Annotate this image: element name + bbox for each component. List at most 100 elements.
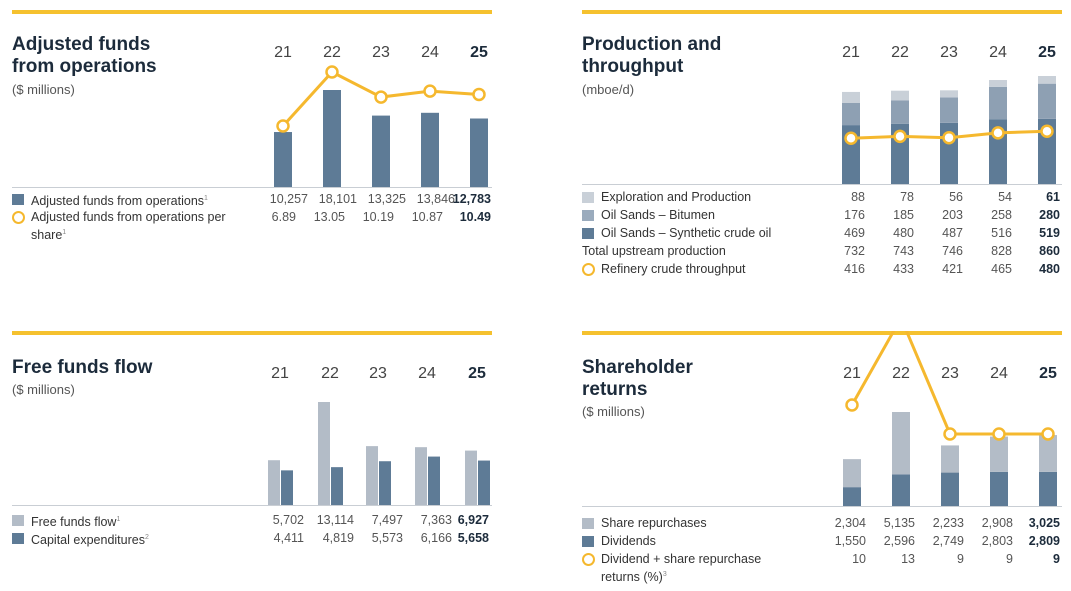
bar-adjusted-funds xyxy=(421,112,439,187)
value-cell: 18,101 xyxy=(318,192,357,206)
legend-swatch xyxy=(582,536,594,547)
tick-label-year: 23 xyxy=(940,44,958,61)
tick-label-year: 25 xyxy=(468,365,486,382)
value-cell: 185 xyxy=(893,208,914,222)
panel-adjusted-funds: Adjusted funds from operations ($ millio… xyxy=(12,10,492,300)
value-cell: 6,927 xyxy=(457,513,489,527)
value-cell: 4,819 xyxy=(322,531,354,545)
legend-swatch xyxy=(12,533,24,544)
legend-row: Total upstream production 732 743 746 82… xyxy=(582,242,1062,260)
legend-label: Free funds flow1 xyxy=(31,515,121,530)
axis-baseline xyxy=(582,506,1062,507)
bar-dividends xyxy=(892,474,910,506)
tick-label-year: 21 xyxy=(842,44,860,61)
value-cell: 9 xyxy=(957,552,964,566)
legend-marker-ring xyxy=(582,553,595,566)
value-cell: 7,363 xyxy=(420,513,452,527)
tick-label-year: 23 xyxy=(369,365,387,382)
tick-label-year: 21 xyxy=(274,44,292,61)
legend-row: Oil Sands – Bitumen 176 185 203 258 280 xyxy=(582,206,1062,224)
bar-capital-expenditures xyxy=(281,470,293,505)
legend-swatch xyxy=(582,210,594,221)
value-cell: 88 xyxy=(851,190,865,204)
bar-exploration-production xyxy=(1038,76,1056,84)
value-cell: 5,573 xyxy=(371,531,403,545)
bar-free-funds-flow xyxy=(415,447,427,505)
legend-swatch xyxy=(582,518,594,529)
chart-unit: ($ millions) xyxy=(12,82,75,97)
bar-free-funds-flow xyxy=(318,402,330,505)
chart-title: Free funds flow xyxy=(12,357,153,378)
value-cell: 4,411 xyxy=(273,531,304,545)
value-cell: 487 xyxy=(942,226,963,240)
chart-plot xyxy=(843,331,1057,506)
tick-label-year: 24 xyxy=(418,365,436,382)
legend-label: Share repurchases xyxy=(601,516,707,530)
legend-row: Refinery crude throughput 416 433 421 46… xyxy=(582,260,1062,278)
value-cell: 78 xyxy=(900,190,914,204)
line-point xyxy=(942,130,956,145)
tick-label-year: 24 xyxy=(989,44,1007,61)
tick-label-year: 25 xyxy=(470,44,488,61)
tick-label-year: 23 xyxy=(372,44,390,61)
value-cell: 465 xyxy=(991,262,1012,276)
value-cell: 13 xyxy=(901,552,915,566)
legend-table: Exploration and Production 88 78 56 54 6… xyxy=(582,188,1062,278)
panel-top-rule xyxy=(12,331,492,335)
bar-share-repurchases xyxy=(990,436,1008,472)
panel-top-rule xyxy=(582,10,1062,14)
value-cell: 54 xyxy=(998,190,1012,204)
legend-swatch xyxy=(12,194,24,205)
value-cell: 10.19 xyxy=(362,210,394,224)
bar-exploration-production xyxy=(842,91,860,103)
panel-top-rule xyxy=(12,10,492,14)
legend-swatch xyxy=(12,515,24,526)
value-cell: 5,702 xyxy=(272,513,304,527)
value-cell: 280 xyxy=(1039,208,1060,222)
line-point xyxy=(991,126,1005,140)
bar-bitumen xyxy=(842,103,860,126)
legend-label: Capital expenditures2 xyxy=(31,533,149,548)
value-cell: 1,550 xyxy=(834,534,866,548)
axis-baseline xyxy=(582,184,1062,185)
panel-production: Production and throughput (mboe/d) 21 22… xyxy=(582,10,1062,300)
legend-table: Free funds flow1 5,702 13,114 7,497 7,36… xyxy=(12,511,492,547)
tick-label-year: 24 xyxy=(421,44,439,61)
line-point xyxy=(325,65,339,79)
chart-plot xyxy=(268,402,490,505)
bar-free-funds-flow xyxy=(366,446,378,505)
legend-label: Refinery crude throughput xyxy=(601,262,746,276)
tick-label-year: 25 xyxy=(1038,44,1056,61)
value-cell: 421 xyxy=(942,262,963,276)
value-cell: 516 xyxy=(991,226,1012,240)
value-cell: 2,749 xyxy=(932,534,964,548)
legend-swatch xyxy=(582,192,594,203)
value-cell: 2,596 xyxy=(883,534,915,548)
value-cell: 13,846 xyxy=(416,192,455,206)
legend-label: Adjusted funds from operations1 xyxy=(31,194,208,209)
bar-dividends xyxy=(843,487,861,506)
line-point xyxy=(844,131,858,145)
value-cell: 10.87 xyxy=(411,210,443,224)
axis-baseline xyxy=(12,187,492,188)
legend-table: Share repurchases 2,304 5,135 2,233 2,90… xyxy=(582,514,1062,584)
bar-capital-expenditures xyxy=(379,461,391,505)
value-cell: 258 xyxy=(991,208,1012,222)
value-cell: 480 xyxy=(893,226,914,240)
line-point xyxy=(845,398,859,412)
legend-row: Dividend + share repurchase returns (%)3… xyxy=(582,550,1062,584)
value-cell: 2,304 xyxy=(834,516,866,530)
legend-label: Oil Sands – Synthetic crude oil xyxy=(601,226,772,240)
chart-title: Shareholder returns xyxy=(582,357,693,400)
value-cell: 519 xyxy=(1039,226,1060,240)
bar-share-repurchases xyxy=(1039,435,1057,472)
value-cell: 176 xyxy=(844,208,865,222)
value-cell: 2,809 xyxy=(1028,534,1060,548)
value-cell: 2,233 xyxy=(932,516,964,530)
bar-capital-expenditures xyxy=(478,460,490,505)
bar-adjusted-funds xyxy=(323,90,341,187)
legend-marker-ring xyxy=(582,263,595,276)
legend-label: Dividends xyxy=(601,534,656,548)
bar-bitumen xyxy=(891,100,909,124)
line-point xyxy=(943,427,957,441)
